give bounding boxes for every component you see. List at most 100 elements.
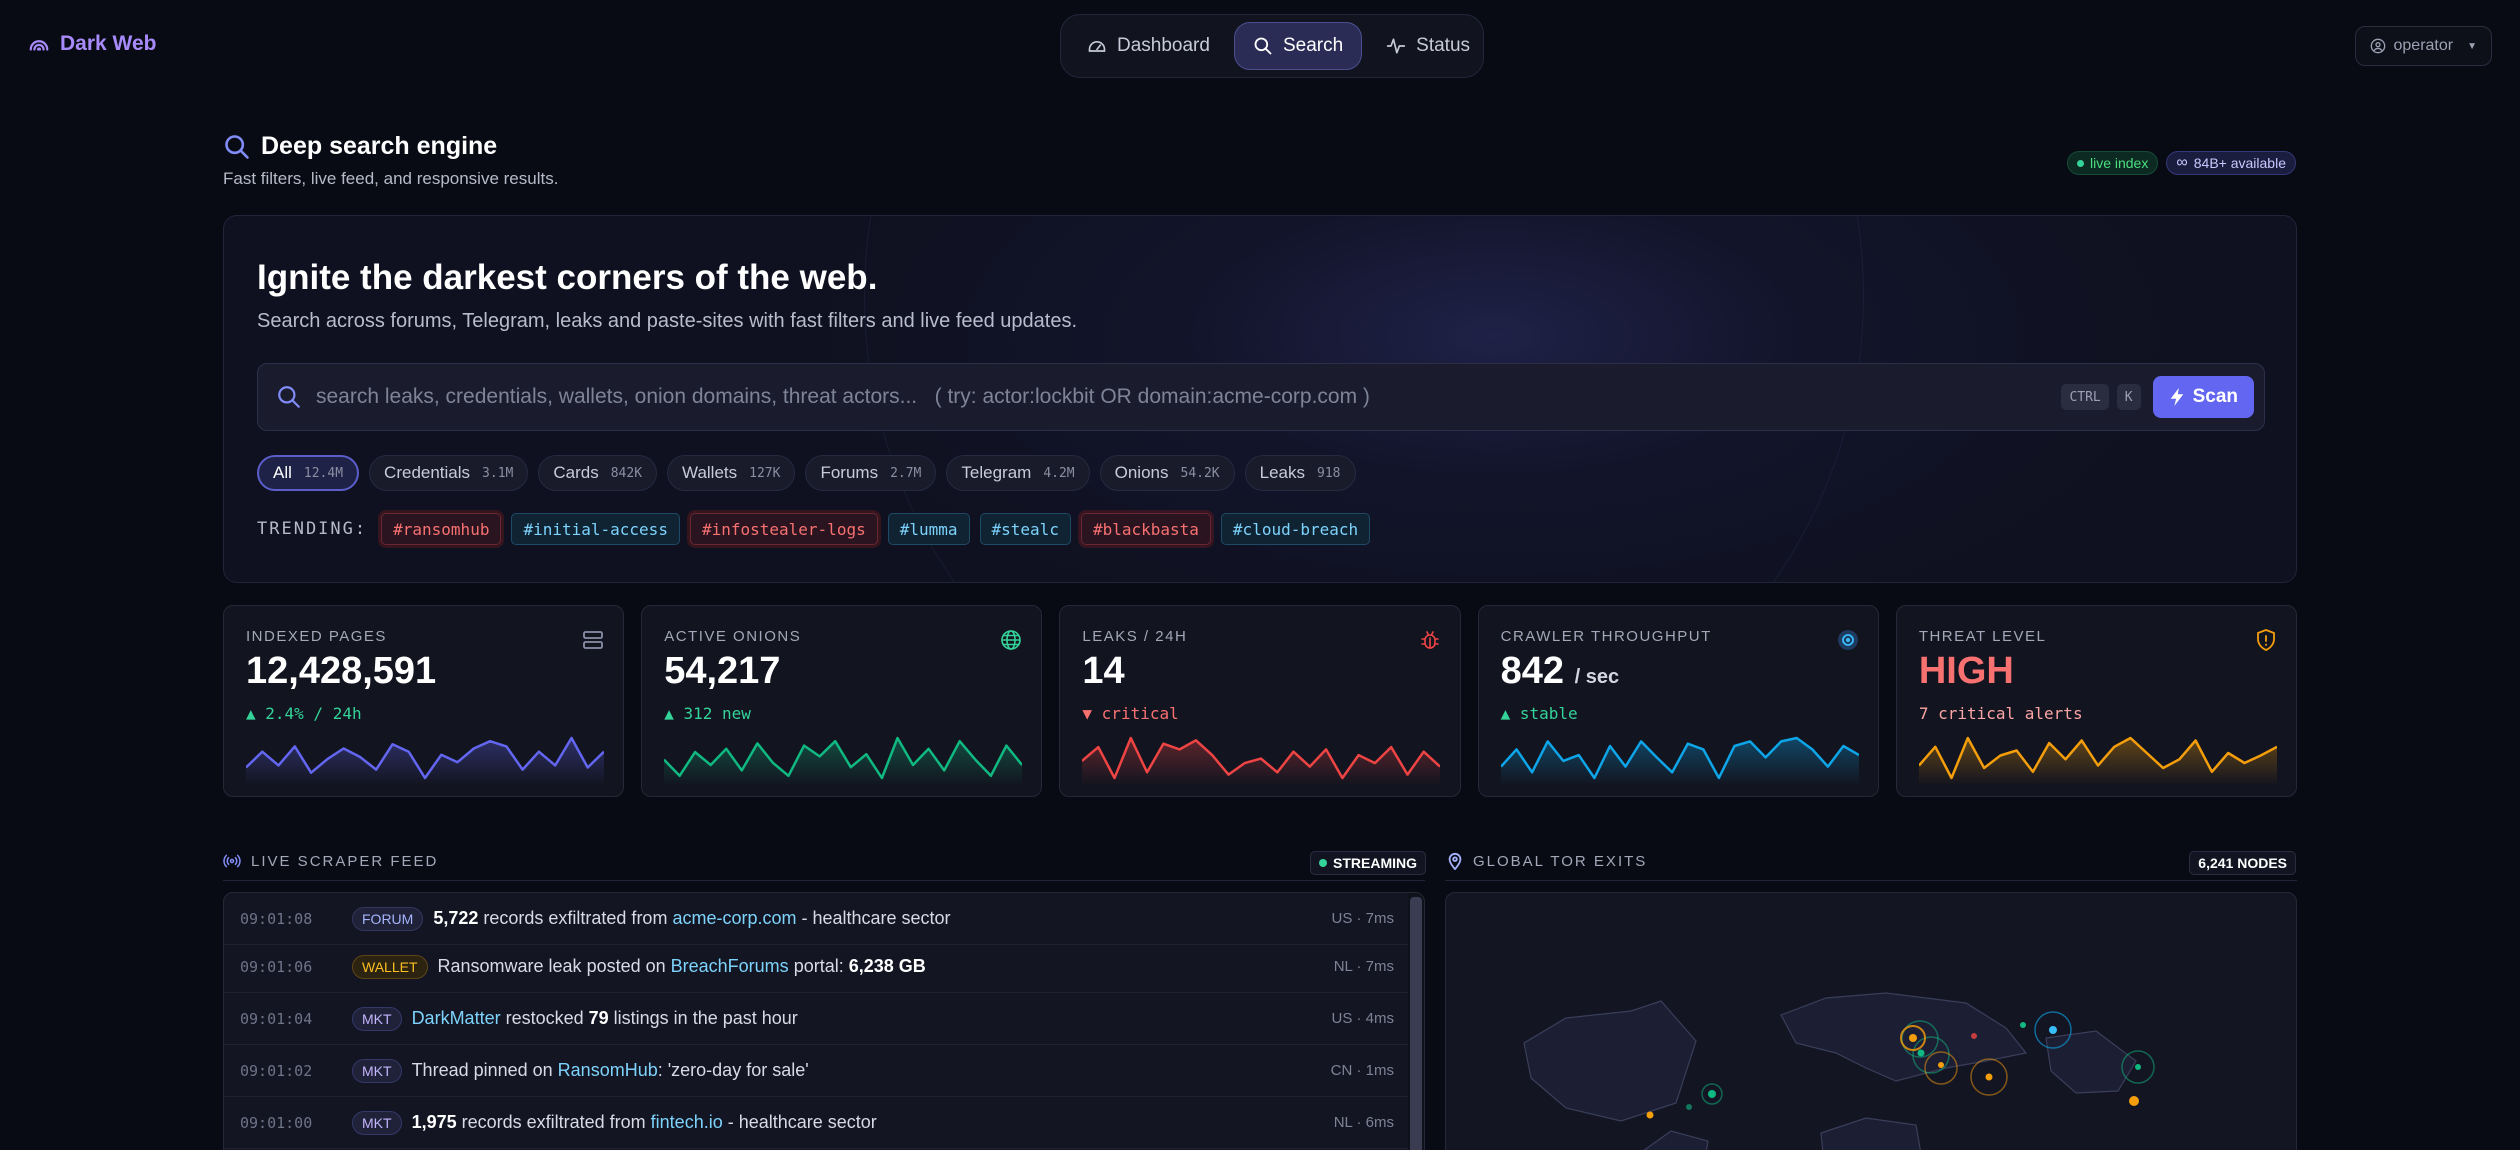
feed-type-badge: FORUM xyxy=(352,906,424,931)
filter-chip-credentials[interactable]: Credentials 3.1M xyxy=(369,455,529,491)
feed-link[interactable]: RansomHub xyxy=(557,1060,658,1080)
page-subtitle: Fast filters, live feed, and responsive … xyxy=(223,169,559,188)
feed-row[interactable]: 09:01:08 FORUM 5,722 records exfiltrated… xyxy=(224,893,1410,945)
trending-tag[interactable]: #infostealer-logs xyxy=(689,513,878,545)
server-icon xyxy=(583,631,604,649)
feed-size: 6,238 GB xyxy=(848,956,926,976)
stat-card-threat-level: THREAT LEVEL HIGH 7 critical alerts xyxy=(1895,605,2298,797)
search-icon xyxy=(225,134,249,159)
filter-chip-cards[interactable]: Cards 842K xyxy=(538,455,658,491)
kbd-k: K xyxy=(2116,384,2141,410)
scan-button[interactable]: Scan xyxy=(2152,376,2254,418)
sparkline-line xyxy=(664,736,1023,780)
stat-value: HIGH xyxy=(1919,650,2014,693)
feed-message: 1,975 records exfiltrated from fintech.i… xyxy=(412,1112,1334,1133)
index-badges: live index ∞ 84B+ available xyxy=(2066,151,2296,175)
stat-value: 54,217 xyxy=(664,650,780,693)
trending-tag[interactable]: #initial-access xyxy=(511,513,680,545)
stat-delta: ▲ 312 new xyxy=(664,704,751,723)
tor-exit-node xyxy=(2129,1096,2139,1106)
live-dot-icon xyxy=(2076,159,2084,167)
stat-value: 12,428,591 xyxy=(246,650,436,693)
sparkline-line xyxy=(1082,736,1441,780)
tor-exit-node xyxy=(1985,1073,1993,1081)
shield-alert-icon xyxy=(2257,629,2275,651)
map-pin-icon xyxy=(1448,852,1462,870)
feed-row[interactable]: 09:01:06 WALLET Ransomware leak posted o… xyxy=(224,941,1410,993)
rainbow-icon xyxy=(29,40,49,51)
feed-count: 1,975 xyxy=(411,1112,457,1132)
filter-chip-leaks[interactable]: Leaks 918 xyxy=(1244,455,1356,491)
filter-chip-telegram[interactable]: Telegram 4.2M xyxy=(946,455,1090,491)
feed-row[interactable]: 09:01:04 MKT DarkMatter restocked 79 lis… xyxy=(224,993,1410,1045)
search-input[interactable] xyxy=(316,385,2062,409)
stat-card-leaks: LEAKS / 24H 14 ▼ critical xyxy=(1059,605,1461,797)
feed-meta: US · 4ms xyxy=(1331,1010,1394,1027)
stat-cards: INDEXED PAGES 12,428,591 ▲ 2.4% / 24h AC… xyxy=(223,605,2298,797)
feed-text: : 'zero-day for sale' xyxy=(657,1060,809,1080)
filter-chips: All 12.4M Credentials 3.1M Cards 842K Walle… xyxy=(257,455,1356,491)
search-bar: CTRL K Scan xyxy=(257,363,2265,431)
feed-link[interactable]: fintech.io xyxy=(650,1112,723,1132)
tor-exit-node xyxy=(1909,1034,1917,1042)
chip-label: Onions xyxy=(1114,463,1169,482)
chip-label: Telegram xyxy=(961,463,1032,482)
filter-chip-forums[interactable]: Forums 2.7M xyxy=(805,455,937,491)
chip-count: 2.7M xyxy=(890,465,922,481)
nav-dashboard[interactable]: Dashboard xyxy=(1069,22,1228,70)
available-label: 84B+ available xyxy=(2193,155,2286,171)
streaming-badge: STREAMING xyxy=(1310,851,1426,875)
feed-text: records exfiltrated from xyxy=(478,908,673,928)
stat-delta: ▼ critical xyxy=(1082,704,1179,723)
tor-exit-ring xyxy=(1912,1036,1950,1074)
page-header: Deep search engine Fast filters, live fe… xyxy=(223,132,558,189)
stat-value-number: 54,217 xyxy=(664,650,781,692)
search-icon xyxy=(1254,37,1272,55)
nav-search[interactable]: Search xyxy=(1233,22,1363,70)
sparkline-area xyxy=(1082,738,1441,786)
world-map xyxy=(1523,992,2155,1150)
stat-label: CRAWLER THROUGHPUT xyxy=(1500,628,1712,645)
pulse-icon xyxy=(1386,38,1406,54)
search-icon xyxy=(278,386,300,408)
hero-title: Ignite the darkest corners of the web. xyxy=(257,258,878,297)
feed-row[interactable]: 09:01:02 MKT Thread pinned on RansomHub:… xyxy=(224,1045,1410,1097)
trending-tag[interactable]: #blackbasta xyxy=(1080,513,1211,545)
nav-status[interactable]: Status xyxy=(1368,22,1488,70)
feed-link[interactable]: BreachForums xyxy=(670,956,789,976)
continent-eurasia xyxy=(1780,992,2028,1082)
feed-meta: US · 7ms xyxy=(1331,910,1394,927)
tor-exit-node xyxy=(1917,1049,1925,1057)
feed-scrollbar[interactable] xyxy=(1408,893,1424,1150)
divider xyxy=(1445,880,2297,881)
trending-tag[interactable]: #stealc xyxy=(979,513,1071,545)
tor-exit-node xyxy=(2049,1026,2057,1034)
feed-link[interactable]: acme-corp.com xyxy=(672,908,797,928)
feed-text: Ransomware leak posted on xyxy=(437,956,671,976)
chip-count: 54.2K xyxy=(1180,465,1220,481)
user-menu[interactable]: operator ▼ xyxy=(2354,26,2492,66)
stat-label: THREAT LEVEL xyxy=(1918,628,2047,645)
chip-label: All xyxy=(273,463,292,482)
nodes-badge: 6,241 NODES xyxy=(2189,851,2296,875)
brand-name: Dark Web xyxy=(60,32,157,55)
chip-count: 4.2M xyxy=(1043,465,1075,481)
trending-tag[interactable]: #lumma xyxy=(887,513,970,545)
chip-label: Leaks xyxy=(1259,463,1306,482)
feed-type-badge: WALLET xyxy=(352,954,428,979)
filter-chip-onions[interactable]: Onions 54.2K xyxy=(1099,455,1235,491)
brand-logo[interactable]: Dark Web xyxy=(28,32,156,56)
stat-card-crawler-throughput: CRAWLER THROUGHPUT 842 / sec ▲ stable xyxy=(1477,605,1879,797)
broadcast-icon xyxy=(223,854,241,868)
feed-link[interactable]: DarkMatter xyxy=(411,1008,501,1028)
filter-chip-all[interactable]: All 12.4M xyxy=(257,455,360,491)
stat-card-active-onions: ACTIVE ONIONS 54,217 ▲ 312 new xyxy=(641,605,1043,797)
feed-scrollbar-thumb[interactable] xyxy=(1410,897,1422,1150)
filter-chip-wallets[interactable]: Wallets 127K xyxy=(667,455,796,491)
feed-text: records exfiltrated from xyxy=(456,1112,651,1132)
trending-tag[interactable]: #cloud-breach xyxy=(1220,513,1371,545)
feed-row[interactable]: 09:01:00 MKT 1,975 records exfiltrated f… xyxy=(224,1097,1410,1149)
tor-exit-map[interactable] xyxy=(1445,892,2297,1150)
nav-search-label: Search xyxy=(1282,35,1344,56)
trending-tag[interactable]: #ransomhub xyxy=(381,513,502,545)
